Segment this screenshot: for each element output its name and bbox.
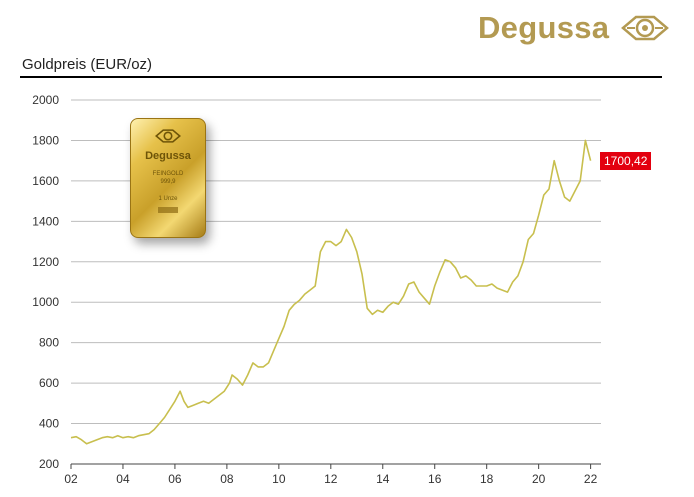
gold-bar-fineness-label: FEINGOLD bbox=[152, 171, 184, 177]
gold-bar-brand: Degussa bbox=[145, 150, 191, 162]
x-tick-label: 10 bbox=[272, 472, 286, 486]
gold-bar-image: Degussa FEINGOLD 999,9 1 Unze bbox=[130, 118, 206, 238]
chart-title: Goldpreis (EUR/oz) bbox=[22, 56, 153, 73]
x-tick-label: 20 bbox=[532, 472, 546, 486]
x-tick-label: 02 bbox=[64, 472, 78, 486]
y-tick-label: 1600 bbox=[32, 174, 59, 188]
gold-bar-logo-icon bbox=[155, 129, 181, 143]
price-series-line bbox=[70, 139, 592, 445]
x-tick-label: 16 bbox=[428, 472, 442, 486]
degussa-logo-icon bbox=[621, 15, 670, 41]
x-tick-label: 18 bbox=[480, 472, 494, 486]
y-tick-label: 1400 bbox=[32, 214, 59, 228]
x-tick-label: 06 bbox=[168, 472, 182, 486]
x-tick-label: 08 bbox=[220, 472, 234, 486]
y-tick-label: 600 bbox=[39, 376, 59, 390]
title-divider bbox=[20, 76, 662, 78]
y-tick-label: 1200 bbox=[32, 255, 59, 269]
last-value-badge: 1700,42 bbox=[600, 152, 652, 170]
gold-bar-stamp bbox=[158, 207, 178, 213]
brand-name: Degussa bbox=[478, 10, 610, 45]
y-tick-label: 1800 bbox=[32, 133, 59, 147]
y-tick-label: 800 bbox=[39, 336, 59, 350]
x-tick-label: 22 bbox=[584, 472, 598, 486]
gold-bar-weight: 1 Unze bbox=[158, 196, 178, 202]
y-tick-label: 400 bbox=[39, 417, 59, 431]
x-tick-label: 12 bbox=[324, 472, 338, 486]
gold-bar-fineness-value: 999,9 bbox=[160, 179, 176, 185]
brand-header: Degussa bbox=[478, 10, 670, 46]
x-tick-label: 04 bbox=[116, 472, 130, 486]
y-tick-label: 1000 bbox=[32, 295, 59, 309]
y-tick-label: 200 bbox=[39, 457, 59, 471]
x-tick-label: 14 bbox=[376, 472, 390, 486]
y-tick-label: 2000 bbox=[32, 93, 59, 107]
